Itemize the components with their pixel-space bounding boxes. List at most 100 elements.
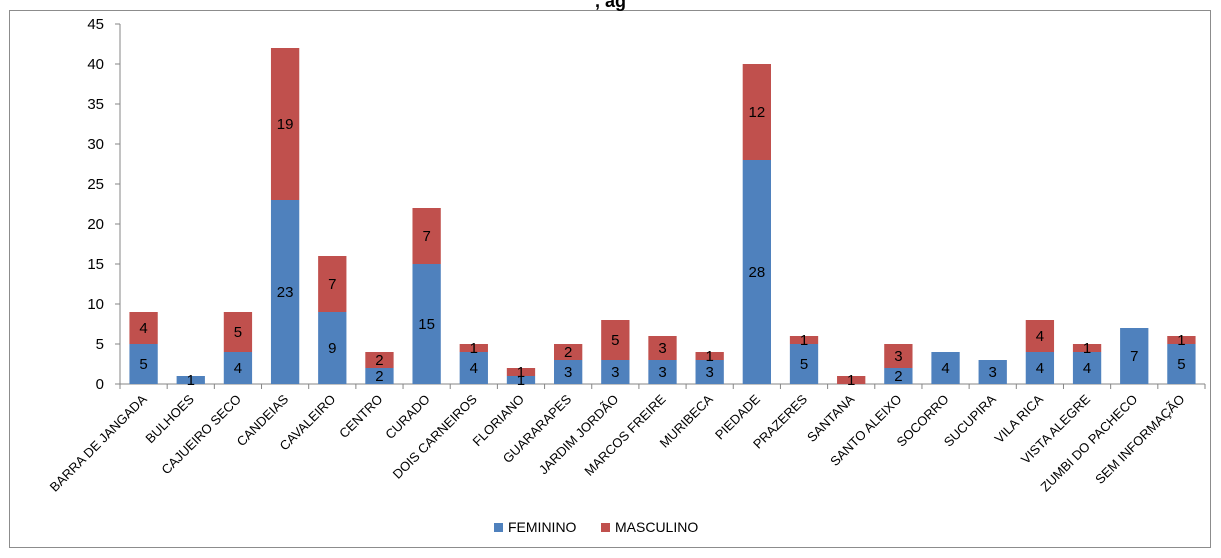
y-tick-label: 35 <box>87 96 104 113</box>
data-label: 1 <box>470 340 478 357</box>
y-tick-label: 45 <box>87 16 104 33</box>
bar-masculino <box>129 312 158 344</box>
data-label: 5 <box>234 324 242 341</box>
data-label: 19 <box>277 116 294 133</box>
bar-feminino <box>1072 352 1102 384</box>
bar-masculino <box>884 344 913 368</box>
x-tick-label: CENTRO <box>336 392 385 441</box>
data-label: 3 <box>894 348 902 365</box>
data-label: 3 <box>706 364 714 381</box>
x-tick-label: JARDIM JORDÃO <box>536 392 622 478</box>
bar-feminino <box>1167 344 1196 384</box>
y-tick-label: 15 <box>87 256 104 273</box>
data-label: 1 <box>517 364 525 381</box>
data-label: 1 <box>847 372 855 389</box>
data-label: 1 <box>517 372 525 389</box>
legend-swatch-masculino <box>601 523 610 532</box>
data-label: 9 <box>328 340 336 357</box>
chart-border <box>9 10 1211 548</box>
y-tick-label: 25 <box>87 176 104 193</box>
bar-feminino <box>1025 352 1055 384</box>
bar-masculino <box>695 352 724 360</box>
bar-feminino <box>554 360 583 384</box>
bar-masculino <box>459 344 488 352</box>
data-label: 4 <box>1036 360 1044 377</box>
data-label: 1 <box>187 372 195 389</box>
data-label: 7 <box>422 228 430 245</box>
data-label: 2 <box>375 352 383 369</box>
bar-masculino <box>742 64 771 160</box>
y-tick-label: 0 <box>96 376 104 393</box>
y-tick-label: 5 <box>96 336 104 353</box>
legend-swatch-feminino <box>494 523 503 532</box>
bar-feminino <box>129 344 158 384</box>
bar-feminino <box>506 376 536 384</box>
data-label: 5 <box>800 356 808 373</box>
data-label: 4 <box>1036 328 1044 345</box>
x-tick-label: DOIS CARNEIROS <box>390 391 481 482</box>
x-tick-label: CAJUEIRO SECO <box>158 392 244 478</box>
data-label: 12 <box>749 104 766 121</box>
bar-masculino <box>1072 344 1102 352</box>
bar-feminino <box>789 344 819 384</box>
bar-feminino <box>648 360 677 384</box>
data-label: 3 <box>611 364 619 381</box>
data-label: 1 <box>706 348 714 365</box>
data-label: 2 <box>894 368 902 385</box>
bar-masculino <box>365 352 394 368</box>
data-label: 5 <box>139 356 147 373</box>
bar-masculino <box>554 344 583 360</box>
data-label: 28 <box>749 264 766 281</box>
y-tick-label: 10 <box>87 296 104 313</box>
bar-feminino <box>1120 328 1149 384</box>
y-tick-label: 30 <box>87 136 104 153</box>
bar-feminino <box>365 368 394 384</box>
data-label: 3 <box>564 364 572 381</box>
bar-masculino <box>506 368 536 376</box>
bar-feminino <box>601 360 630 384</box>
bar-masculino <box>412 208 441 264</box>
data-label: 1 <box>800 332 808 349</box>
bar-feminino <box>978 360 1007 384</box>
data-label: 15 <box>418 316 435 333</box>
data-label: 2 <box>375 368 383 385</box>
data-label: 4 <box>470 360 478 377</box>
bar-masculino <box>270 48 300 200</box>
x-tick-label: SEM INFORMAÇÃO <box>1092 392 1187 487</box>
data-label: 3 <box>658 364 666 381</box>
bar-feminino <box>176 376 205 384</box>
bar-masculino <box>1025 320 1055 352</box>
data-label: 5 <box>611 332 619 349</box>
data-label: 1 <box>1177 332 1185 349</box>
bar-masculino <box>1167 336 1196 344</box>
bar-feminino <box>884 368 913 384</box>
bar-feminino <box>412 264 441 384</box>
bar-feminino <box>695 360 724 384</box>
bar-feminino <box>459 352 488 384</box>
data-label: 4 <box>234 360 242 377</box>
bar-masculino <box>789 336 819 344</box>
bar-masculino <box>601 320 630 360</box>
data-label: 2 <box>564 344 572 361</box>
bar-masculino <box>223 312 253 352</box>
bar-feminino <box>318 312 347 384</box>
data-label: 3 <box>658 340 666 357</box>
data-label: 23 <box>277 284 294 301</box>
bar-feminino <box>931 352 960 384</box>
bar-feminino <box>223 352 253 384</box>
data-label: 4 <box>139 320 147 337</box>
legend-label-feminino: FEMININO <box>508 519 577 535</box>
legend-label-masculino: MASCULINO <box>615 519 698 535</box>
data-label: 5 <box>1177 356 1185 373</box>
bar-feminino <box>742 160 771 384</box>
x-tick-label: MARCOS FREIRE <box>581 391 668 478</box>
data-label: 3 <box>989 364 997 381</box>
bar-masculino <box>837 376 866 384</box>
bar-masculino <box>648 336 677 360</box>
data-label: 4 <box>1083 360 1091 377</box>
bar-feminino <box>270 200 300 384</box>
data-label: 1 <box>1083 340 1091 357</box>
x-tick-label: BARRA DE JANGADA <box>47 391 150 494</box>
